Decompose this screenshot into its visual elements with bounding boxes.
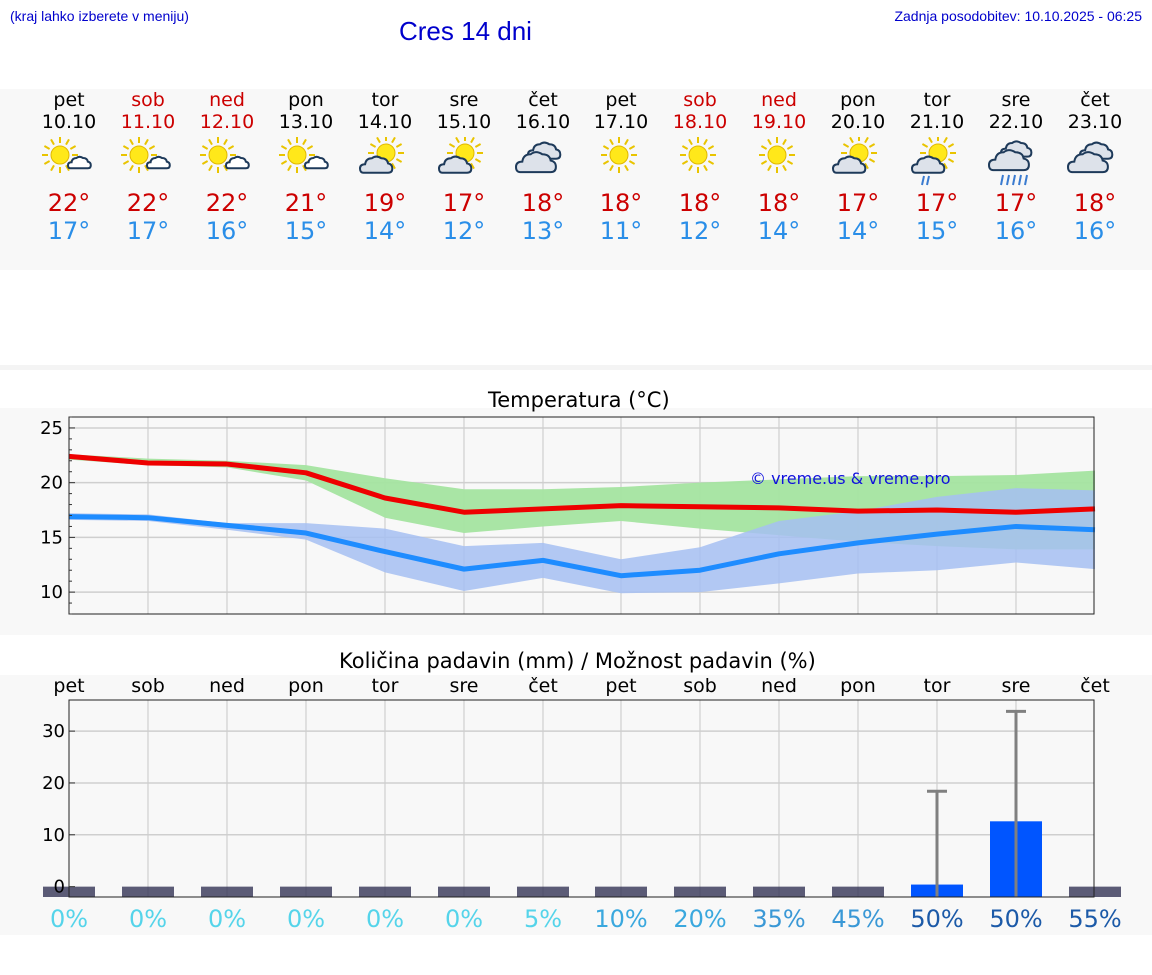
day-name: ned bbox=[761, 89, 797, 111]
max-temperature: 17° bbox=[994, 189, 1038, 217]
temperature-chart-area bbox=[0, 408, 1152, 635]
day-date: 12.10 bbox=[199, 111, 255, 133]
day-column: sre 22.10 17° 16° bbox=[976, 89, 1056, 245]
cloud-rain-icon bbox=[988, 140, 1033, 186]
day-name: sob bbox=[131, 89, 165, 111]
day-column: pet 10.10 22° 17° bbox=[29, 89, 109, 245]
day-name: pet bbox=[53, 89, 85, 111]
max-temperature: 19° bbox=[363, 189, 407, 217]
sun-cloud-icon bbox=[42, 137, 92, 173]
min-temperature: 12° bbox=[442, 217, 486, 245]
forecast-strip bbox=[0, 89, 1152, 270]
max-temperature: 18° bbox=[521, 189, 565, 217]
day-name: pon bbox=[840, 89, 876, 111]
max-temperature: 17° bbox=[836, 189, 880, 217]
max-temperature: 18° bbox=[757, 189, 801, 217]
day-name: sre bbox=[449, 89, 479, 111]
cloud-sun-icon bbox=[359, 137, 404, 174]
page-title: Cres 14 dni bbox=[399, 16, 532, 46]
day-date: 15.10 bbox=[436, 111, 492, 133]
day-name: pon bbox=[288, 89, 324, 111]
cloud-sun-icon bbox=[438, 137, 483, 174]
location-hint: (kraj lahko izberete v meniju) bbox=[10, 8, 189, 24]
sun-icon bbox=[759, 137, 795, 173]
day-date: 18.10 bbox=[672, 111, 728, 133]
day-name: tor bbox=[371, 89, 399, 111]
min-temperature: 17° bbox=[126, 217, 170, 245]
day-column: čet 23.10 18° 16° bbox=[1055, 89, 1135, 245]
day-date: 10.10 bbox=[41, 111, 97, 133]
max-temperature: 18° bbox=[678, 189, 722, 217]
day-date: 16.10 bbox=[515, 111, 571, 133]
day-name: pet bbox=[605, 89, 637, 111]
day-date: 21.10 bbox=[909, 111, 965, 133]
max-temperature: 22° bbox=[205, 189, 249, 217]
day-column: ned 19.10 18° 14° bbox=[739, 89, 819, 245]
cloud-sun-rain-icon bbox=[911, 137, 956, 186]
sun-icon bbox=[601, 137, 637, 173]
precipitation-chart-area bbox=[0, 675, 1152, 935]
day-column: tor 21.10 17° 15° bbox=[897, 89, 977, 245]
day-name: čet bbox=[528, 89, 558, 111]
day-column: sob 18.10 18° 12° bbox=[660, 89, 740, 245]
day-date: 13.10 bbox=[278, 111, 334, 133]
max-temperature: 18° bbox=[1073, 189, 1117, 217]
max-temperature: 18° bbox=[599, 189, 643, 217]
max-temperature: 17° bbox=[442, 189, 486, 217]
min-temperature: 13° bbox=[521, 217, 565, 245]
min-temperature: 16° bbox=[1073, 217, 1117, 245]
day-column: pet 17.10 18° 11° bbox=[581, 89, 661, 245]
cloudy-icon bbox=[515, 141, 562, 174]
max-temperature: 22° bbox=[47, 189, 91, 217]
separator bbox=[0, 365, 1152, 370]
day-date: 11.10 bbox=[120, 111, 176, 133]
day-column: tor 14.10 19° 14° bbox=[345, 89, 425, 245]
min-temperature: 11° bbox=[599, 217, 643, 245]
min-temperature: 16° bbox=[205, 217, 249, 245]
day-date: 23.10 bbox=[1067, 111, 1123, 133]
day-name: sre bbox=[1001, 89, 1031, 111]
max-temperature: 21° bbox=[284, 189, 328, 217]
min-temperature: 14° bbox=[757, 217, 801, 245]
day-date: 20.10 bbox=[830, 111, 886, 133]
min-temperature: 15° bbox=[284, 217, 328, 245]
day-date: 14.10 bbox=[357, 111, 413, 133]
day-column: ned 12.10 22° 16° bbox=[187, 89, 267, 245]
day-name: čet bbox=[1080, 89, 1110, 111]
day-date: 19.10 bbox=[751, 111, 807, 133]
sun-icon bbox=[680, 137, 716, 173]
min-temperature: 15° bbox=[915, 217, 959, 245]
temperature-chart-title: Temperatura (°C) bbox=[488, 388, 670, 412]
cloud-sun-icon bbox=[832, 137, 877, 174]
last-update-text: Zadnja posodobitev: 10.10.2025 - 06:25 bbox=[894, 8, 1142, 24]
day-column: pon 13.10 21° 15° bbox=[266, 89, 346, 245]
day-column: sob 11.10 22° 17° bbox=[108, 89, 188, 245]
max-temperature: 17° bbox=[915, 189, 959, 217]
day-column: pon 20.10 17° 14° bbox=[818, 89, 898, 245]
day-date: 17.10 bbox=[593, 111, 649, 133]
min-temperature: 12° bbox=[678, 217, 722, 245]
sun-cloud-icon bbox=[200, 137, 250, 173]
min-temperature: 16° bbox=[994, 217, 1038, 245]
precipitation-chart-title: Količina padavin (mm) / Možnost padavin … bbox=[339, 649, 816, 673]
cloudy-icon bbox=[1067, 141, 1114, 174]
min-temperature: 17° bbox=[47, 217, 91, 245]
min-temperature: 14° bbox=[836, 217, 880, 245]
day-column: čet 16.10 18° 13° bbox=[503, 89, 583, 245]
sun-cloud-icon bbox=[279, 137, 329, 173]
day-name: tor bbox=[923, 89, 951, 111]
day-name: ned bbox=[209, 89, 245, 111]
sun-cloud-icon bbox=[121, 137, 171, 173]
max-temperature: 22° bbox=[126, 189, 170, 217]
min-temperature: 14° bbox=[363, 217, 407, 245]
day-date: 22.10 bbox=[988, 111, 1044, 133]
day-name: sob bbox=[683, 89, 717, 111]
day-column: sre 15.10 17° 12° bbox=[424, 89, 504, 245]
